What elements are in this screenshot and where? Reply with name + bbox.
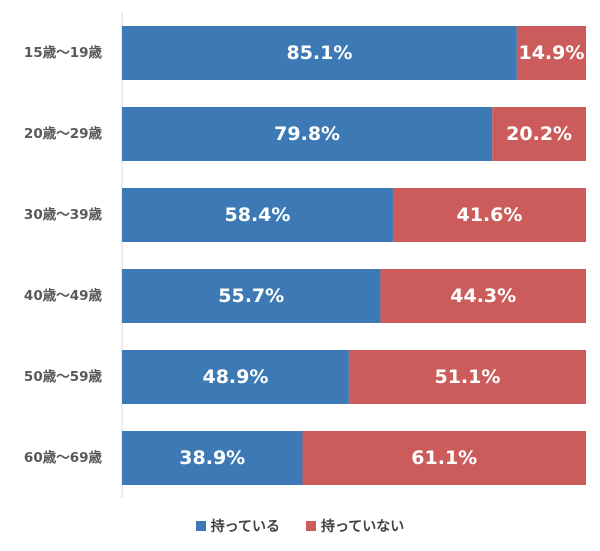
data-label-4-0: 48.9% [202, 366, 268, 388]
bar-segment-3-1 [380, 269, 586, 323]
bar-segment-0-0 [122, 26, 517, 80]
legend-label-series-0: 持っている [210, 519, 280, 535]
data-label-5-1: 61.1% [411, 447, 477, 469]
bar-segment-2-1 [392, 188, 586, 242]
data-label-3-1: 44.3% [450, 285, 516, 307]
data-label-1-0: 79.8% [274, 123, 340, 145]
category-label-3: 40歳〜49歳 [24, 287, 103, 304]
data-label-1-1: 20.2% [506, 123, 572, 145]
bar-segment-2-0 [122, 188, 393, 242]
legend: 持っている 持っていない [0, 516, 600, 536]
bar-segment-5-0 [122, 431, 303, 485]
bar-segment-3-0 [122, 269, 381, 323]
category-label-0: 15歳〜19歳 [24, 44, 103, 61]
data-label-5-0: 38.9% [179, 447, 245, 469]
data-label-0-1: 14.9% [518, 42, 584, 64]
legend-swatch-series-1 [306, 521, 316, 531]
category-label-1: 20歳〜29歳 [24, 125, 103, 142]
category-label-4: 50歳〜59歳 [24, 368, 103, 385]
legend-swatch-series-0 [195, 521, 206, 531]
category-labels: 15歳〜19歳 20歳〜29歳 30歳〜39歳 40歳〜49歳 50歳〜59歳 60歳〜6… [24, 44, 103, 466]
bars-group: 85.1% 14.9% 79.8% 20.2% 58.4% 41.6% 55.7% 44.3%… [122, 26, 586, 485]
bar-segment-4-0 [122, 350, 349, 404]
bar-segment-4-1 [348, 350, 586, 404]
data-label-2-0: 58.4% [225, 204, 291, 226]
data-label-4-1: 51.1% [434, 366, 500, 388]
bar-segment-1-1 [492, 107, 586, 161]
legend-label-series-1: 持っていない [321, 519, 405, 535]
bar-segment-5-1 [302, 431, 586, 485]
data-label-3-0: 55.7% [218, 285, 284, 307]
category-label-5: 60歳〜69歳 [24, 449, 103, 466]
legend-item-series-0: 持っている [195, 516, 280, 536]
category-label-2: 30歳〜39歳 [24, 206, 103, 223]
data-label-0-0: 85.1% [286, 42, 352, 64]
bar-segment-0-1 [516, 26, 586, 80]
bar-segment-1-0 [122, 107, 493, 161]
legend-item-series-1: 持っていない [306, 516, 404, 536]
data-label-2-1: 41.6% [457, 204, 523, 226]
